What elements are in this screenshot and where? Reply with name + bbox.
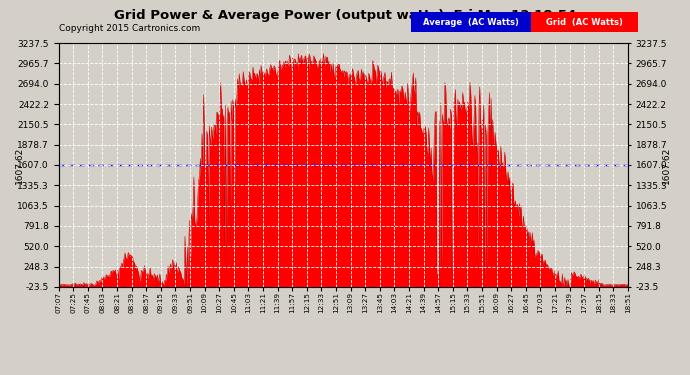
Text: 1607.62: 1607.62 [662, 146, 671, 184]
Text: Grid  (AC Watts): Grid (AC Watts) [546, 18, 623, 27]
Text: Grid Power & Average Power (output watts)  Fri Mar 13 18:54: Grid Power & Average Power (output watts… [114, 9, 576, 22]
Text: Copyright 2015 Cartronics.com: Copyright 2015 Cartronics.com [59, 24, 200, 33]
Text: Average  (AC Watts): Average (AC Watts) [423, 18, 519, 27]
Text: 1607.62: 1607.62 [15, 146, 24, 184]
